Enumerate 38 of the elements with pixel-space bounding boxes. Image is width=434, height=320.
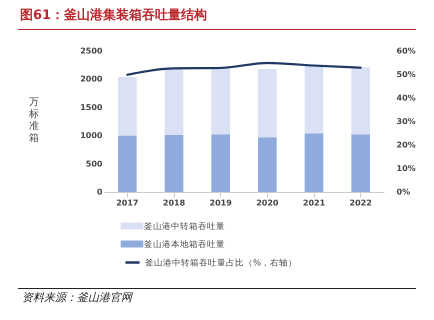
bar xyxy=(258,69,277,138)
y2-tick-label: 30% xyxy=(396,117,416,126)
bar xyxy=(351,67,370,134)
bar xyxy=(304,133,324,192)
bar xyxy=(304,66,324,134)
bar xyxy=(164,135,184,192)
y-tick-label: 2000 xyxy=(80,74,103,84)
y2-tick-label: 40% xyxy=(396,94,416,102)
bar xyxy=(118,136,137,192)
chart-title: 图61：釜山港集装箱吞吐量结构 xyxy=(20,7,208,24)
legend-label: 釜山港中转箱吞吐量 xyxy=(144,221,225,232)
line-series xyxy=(126,62,362,76)
y-axis-title: 万标准箱 xyxy=(28,97,40,144)
y2-tick-label: 50% xyxy=(396,70,416,79)
y-tick-label: 2500 xyxy=(80,46,103,56)
bar xyxy=(351,134,370,192)
x-tick-label: 2017 xyxy=(116,198,138,208)
y2-tick-label: 0% xyxy=(396,188,410,196)
bar xyxy=(258,137,277,192)
bar xyxy=(164,69,184,136)
legend-label: 釜山港中转箱吞吐量占比（%，右轴） xyxy=(145,258,298,268)
legend-label: 釜山港本地箱吞吐量 xyxy=(144,239,225,250)
text: 资料来源：釜山港官网 xyxy=(22,290,132,305)
y-tick-label: 0 xyxy=(96,188,103,196)
y2-tick-label: 20% xyxy=(396,140,416,150)
x-tick-label: 2022 xyxy=(350,198,372,208)
y-tick-label: 1500 xyxy=(80,102,103,112)
y-tick-label: 500 xyxy=(86,159,103,168)
x-tick-label: 2019 xyxy=(210,198,232,208)
y2-tick-label: 60% xyxy=(396,46,416,56)
x-tick-label: 2018 xyxy=(162,198,186,208)
y2-tick-label: 10% xyxy=(396,164,416,173)
bar xyxy=(118,76,137,136)
bar xyxy=(211,68,230,134)
x-tick-label: 2021 xyxy=(302,198,326,208)
x-tick-label: 2020 xyxy=(256,198,279,208)
bar xyxy=(211,134,230,192)
y-tick-label: 1000 xyxy=(80,131,103,140)
